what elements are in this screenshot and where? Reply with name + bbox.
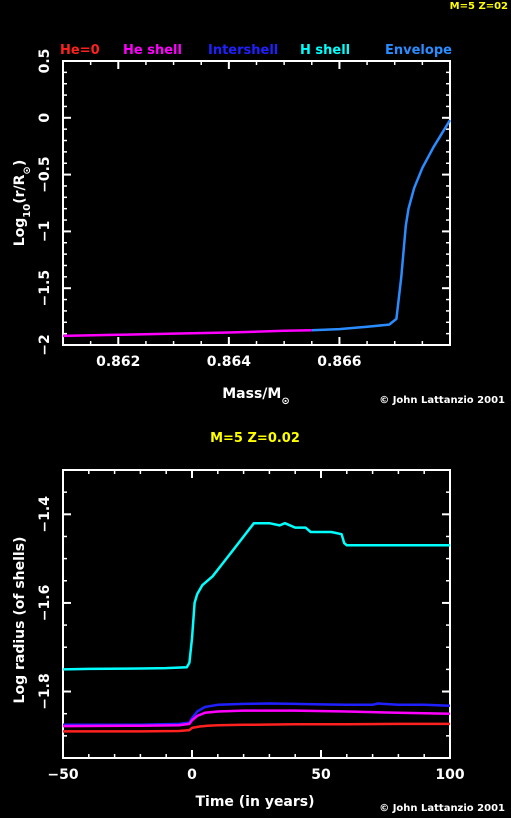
credit-label: © John Lattanzio 2001: [379, 803, 505, 814]
x-tick-label: −50: [47, 767, 78, 783]
legend-item: Intershell: [208, 43, 278, 58]
legend-item: He shell: [123, 43, 182, 58]
y-tick-label: −1.5: [37, 270, 53, 307]
x-axis-label: Mass/M⊙: [222, 386, 289, 407]
x-tick-label: 0: [187, 767, 197, 783]
series-line: [311, 119, 452, 332]
mass-radius-chart: 0.862 0.864 0.866 −2 −1.5 −1 −0.5 0 0.5 He=0 He sh…: [12, 43, 505, 407]
y-tick-label: 0.5: [37, 49, 53, 74]
legend-item: H shell: [300, 43, 350, 58]
chart-title: M=5 Z=0.02: [210, 431, 300, 446]
y-tick-label: −1.4: [37, 496, 53, 533]
credit-label: © John Lattanzio 2001: [379, 395, 505, 406]
y-tick-label: −0.5: [37, 156, 53, 193]
y-tick-label: −1: [37, 221, 53, 242]
y-tick-label: −1.8: [37, 673, 53, 710]
legend-item: He=0: [60, 43, 100, 58]
y-tick-label: −1.6: [37, 585, 53, 622]
x-tick-label: 100: [435, 767, 464, 783]
x-tick-label: 50: [311, 767, 331, 783]
series-line: [62, 521, 450, 671]
x-axis-label: Time (in years): [195, 794, 314, 810]
x-tick-label: 0.866: [317, 354, 361, 370]
plot-frame: [62, 469, 451, 759]
x-tick-label: 0.864: [207, 354, 252, 370]
series-line: [62, 328, 312, 338]
series-line: [63, 722, 450, 733]
corner-label: M=5 Z=02: [449, 1, 508, 12]
y-tick-label: −2: [37, 334, 53, 355]
x-tick-label: 0.862: [96, 354, 140, 370]
y-tick-label: 0: [37, 113, 53, 123]
legend-item: Envelope: [385, 43, 452, 58]
series-line: [62, 709, 451, 728]
series-line: [63, 702, 451, 727]
y-axis-label: Log10(r/R⊙): [12, 160, 33, 246]
y-axis-label: Log radius (of shells): [12, 537, 28, 704]
